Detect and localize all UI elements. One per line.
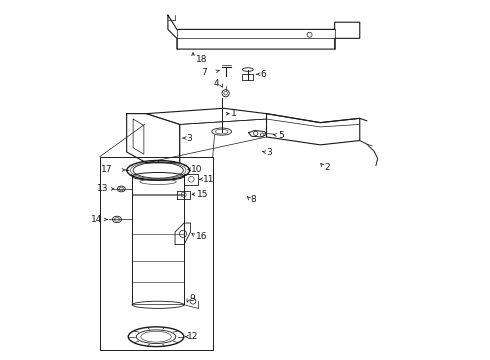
Text: 9: 9 bbox=[189, 294, 195, 303]
Text: 7: 7 bbox=[201, 68, 207, 77]
Bar bbox=[243, 74, 253, 80]
Text: 13: 13 bbox=[97, 184, 108, 193]
Bar bbox=[100, 157, 213, 350]
Text: 10: 10 bbox=[191, 165, 202, 174]
Text: 16: 16 bbox=[196, 232, 207, 241]
Text: 2: 2 bbox=[324, 163, 329, 172]
Text: 4: 4 bbox=[214, 79, 219, 88]
Text: 15: 15 bbox=[197, 190, 209, 199]
Text: 18: 18 bbox=[196, 55, 207, 64]
Text: 3: 3 bbox=[266, 148, 271, 157]
Text: 5: 5 bbox=[278, 131, 284, 140]
Text: 6: 6 bbox=[260, 70, 266, 79]
Text: 3: 3 bbox=[186, 134, 192, 143]
Text: 14: 14 bbox=[91, 215, 102, 224]
Text: 1: 1 bbox=[231, 109, 236, 118]
Text: 17: 17 bbox=[101, 166, 112, 175]
Text: 12: 12 bbox=[187, 332, 198, 341]
Text: 11: 11 bbox=[203, 175, 215, 184]
Text: 8: 8 bbox=[250, 195, 256, 204]
